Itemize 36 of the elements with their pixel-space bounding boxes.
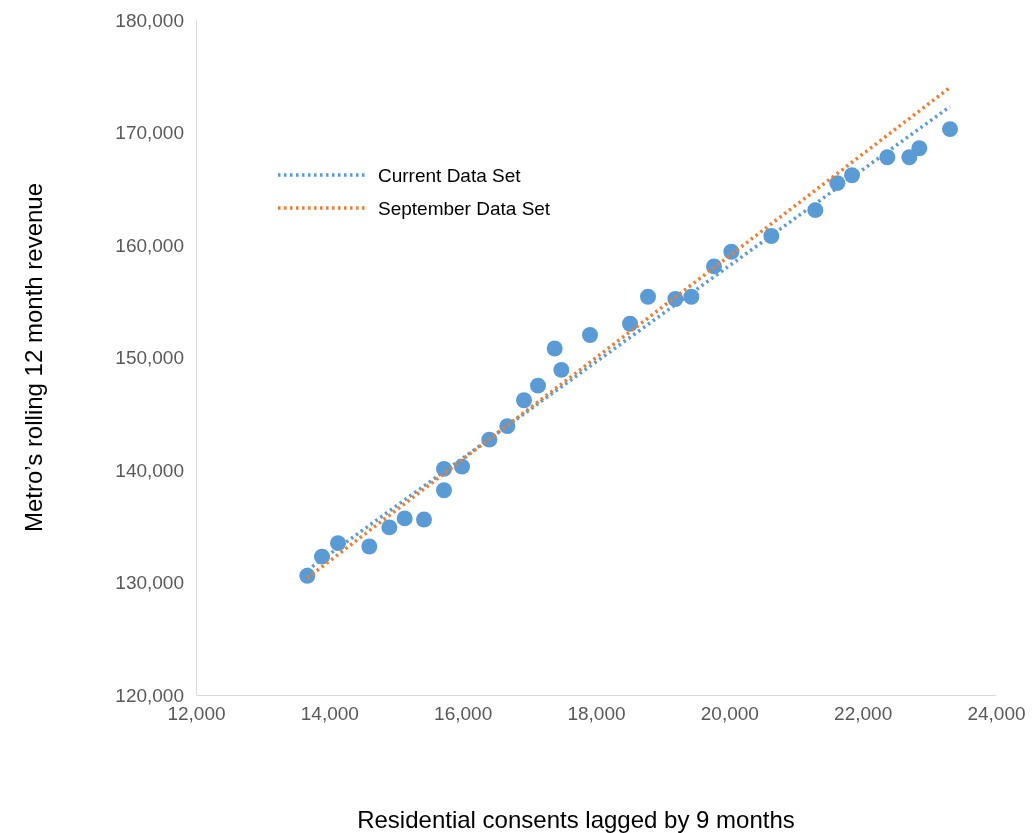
point [361,538,378,555]
point [436,482,452,499]
point [546,340,563,357]
point [622,315,638,332]
legend-label: Current Data Set [378,165,522,186]
x-tick-label: 24,000 [967,703,1026,725]
x-tick-label: 22,000 [834,703,893,725]
point [381,519,398,536]
point [530,377,546,394]
y-tick-label: 120,000 [115,684,184,706]
y-tick-label: 150,000 [115,347,184,369]
point [879,149,896,166]
point [330,535,346,552]
point [553,361,570,378]
x-tick-label: 20,000 [700,703,759,725]
point [901,149,918,166]
x-tick-label: 16,000 [434,703,493,725]
y-tick-label: 160,000 [115,234,184,256]
point [516,392,532,409]
point [640,288,656,305]
y-tick-label: 180,000 [115,9,184,31]
y-tick-label: 130,000 [115,572,184,594]
point [396,510,413,527]
point [942,121,958,138]
legend-label: September Data Set [378,198,551,219]
y-tick-label: 170,000 [115,122,184,144]
x-axis-title: Residential consents lagged by 9 months [357,806,795,833]
point [416,511,432,528]
y-tick-label: 140,000 [115,459,184,481]
y-axis-title: Metro’s rolling 12 month revenue [20,182,47,533]
point [911,140,928,157]
x-tick-label: 14,000 [300,703,359,725]
x-tick-label: 12,000 [167,703,226,725]
x-tick-label: 18,000 [567,703,626,725]
point [807,202,824,219]
point [582,327,598,343]
